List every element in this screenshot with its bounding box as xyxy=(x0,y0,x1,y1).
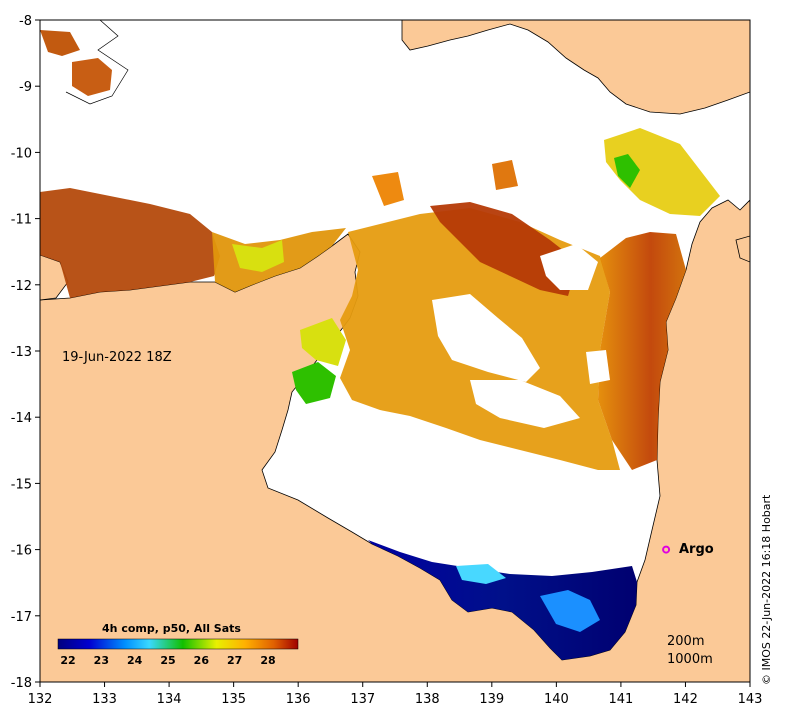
sst-weipa-green xyxy=(614,154,640,188)
map-timestamp: 19-Jun-2022 18Z xyxy=(62,350,172,365)
y-tick-label: -18 xyxy=(11,676,32,691)
x-tick-label: 133 xyxy=(92,692,117,707)
y-tick-label: -12 xyxy=(11,279,32,294)
nodata-gulf-mid xyxy=(470,380,580,428)
x-tick-label: 143 xyxy=(738,692,763,707)
sst-far-north-2 xyxy=(492,160,518,190)
land-west-peninsula xyxy=(40,254,69,301)
x-tick-label: 140 xyxy=(544,692,569,707)
sst-groote-green xyxy=(292,362,336,404)
x-tick-label: 134 xyxy=(157,692,182,707)
colorbar xyxy=(57,638,299,650)
y-tick-label: -9 xyxy=(19,80,32,95)
sst-tip-islands xyxy=(72,58,112,96)
x-tick-label: 137 xyxy=(350,692,375,707)
land-papua xyxy=(401,20,750,115)
sst-weipa-north xyxy=(604,128,720,216)
nodata-gulf-center xyxy=(432,294,540,382)
argo-float-marker xyxy=(662,545,671,554)
colorbar-tick-label: 27 xyxy=(227,654,243,667)
sst-coast-yellow xyxy=(232,240,284,272)
y-tick-label: -10 xyxy=(11,146,32,161)
depth-label-200m: 200m xyxy=(667,634,705,649)
sst-cold-light-1 xyxy=(540,590,600,632)
y-tick-label: -15 xyxy=(11,477,32,492)
sst-groote-yellow xyxy=(300,318,346,366)
colorbar-tick-label: 23 xyxy=(93,654,109,667)
y-tick-label: -17 xyxy=(11,610,32,625)
colorbar-tick-label: 28 xyxy=(260,654,276,667)
sst-far-north xyxy=(372,172,404,206)
sst-arafura-west xyxy=(40,188,220,298)
x-tick-label: 142 xyxy=(673,692,698,707)
x-tick-label: 138 xyxy=(415,692,440,707)
colorbar-tick-label: 22 xyxy=(60,654,76,667)
sst-gulf-south-cold xyxy=(368,540,637,660)
sst-arafura-west-north xyxy=(40,30,80,56)
x-tick-label: 135 xyxy=(221,692,246,707)
y-tick-label: -11 xyxy=(11,213,32,228)
colorbar-tick-label: 25 xyxy=(160,654,176,667)
colorbar-tick-label: 24 xyxy=(127,654,143,667)
depth-label-1000m: 1000m xyxy=(667,652,713,667)
y-tick-label: -16 xyxy=(11,544,32,559)
y-tick-label: -14 xyxy=(11,411,32,426)
land-tiwi-hint xyxy=(65,20,129,105)
sst-gulf-hot-north xyxy=(430,202,578,296)
y-tick-label: -8 xyxy=(19,14,32,29)
colorbar-tick-label: 26 xyxy=(193,654,209,667)
sst-gulf-east xyxy=(598,232,686,470)
land-east-fragment xyxy=(735,235,750,263)
x-axis-ticks: 132 133 134 135 136 137 138 139 140 141 142 143 xyxy=(28,682,763,707)
y-axis-ticks: -8 -9 -10 -11 -12 -13 -14 -15 -16 -17 -18 xyxy=(11,14,40,691)
x-tick-label: 141 xyxy=(608,692,633,707)
nodata-gulf-north xyxy=(540,244,598,290)
x-tick-label: 139 xyxy=(479,692,504,707)
colorbar-title: 4h comp, p50, All Sats xyxy=(102,622,241,635)
y-tick-label: -13 xyxy=(11,345,32,360)
nodata-gulf-east-hole xyxy=(586,350,610,384)
argo-label: Argo xyxy=(679,542,714,557)
x-tick-label: 132 xyxy=(28,692,53,707)
x-tick-label: 136 xyxy=(286,692,311,707)
credit-text: © IMOS 22-Jun-2022 16:18 Hobart xyxy=(760,494,773,685)
sst-cold-light-2 xyxy=(456,564,506,584)
